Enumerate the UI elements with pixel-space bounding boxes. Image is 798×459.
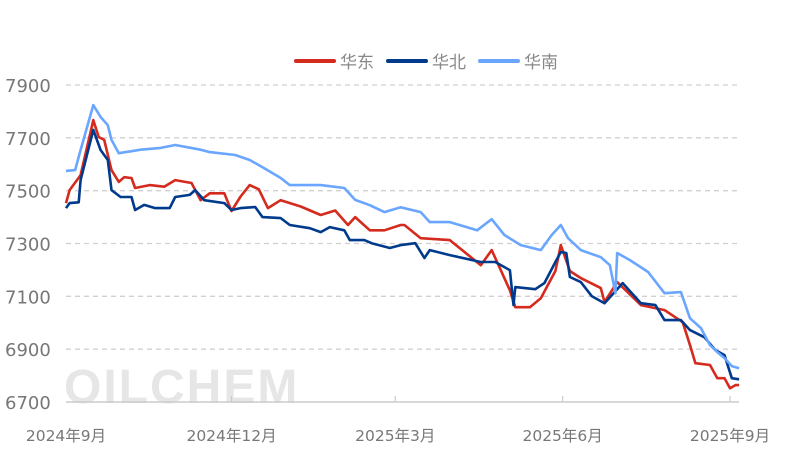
- watermark-logo: OILCHEM: [64, 361, 300, 414]
- legend-item-south[interactable]: 华南: [478, 48, 558, 73]
- series-line-2: [65, 103, 740, 370]
- x-tick-label: 2024年12月: [186, 427, 276, 445]
- y-tick-label: 6900: [5, 340, 51, 361]
- legend-item-east[interactable]: 华东: [294, 48, 374, 73]
- y-tick-label: 7500: [5, 182, 51, 203]
- legend-swatch: [294, 58, 336, 63]
- x-tick-label: 2025年3月: [355, 427, 435, 445]
- y-tick-label: 6700: [5, 393, 51, 414]
- y-tick-label: 7300: [5, 235, 51, 256]
- y-tick-label: 7100: [5, 287, 51, 308]
- x-tick-label: 2025年6月: [522, 427, 602, 445]
- legend-swatch: [386, 58, 428, 63]
- legend-item-north[interactable]: 华北: [386, 48, 466, 73]
- legend-swatch: [478, 58, 520, 63]
- y-tick-label: 7700: [5, 129, 51, 150]
- x-tick-label: 2025年9月: [690, 427, 770, 445]
- x-tick-label: 2024年9月: [26, 427, 106, 445]
- legend: 华东 华北 华南: [294, 48, 558, 73]
- legend-label: 华北: [432, 53, 466, 73]
- legend-label: 华东: [340, 53, 374, 73]
- series-line-0: [64, 118, 740, 390]
- y-tick-label: 7900: [5, 76, 51, 97]
- legend-label: 华南: [524, 53, 558, 73]
- series-line-1: [64, 128, 740, 381]
